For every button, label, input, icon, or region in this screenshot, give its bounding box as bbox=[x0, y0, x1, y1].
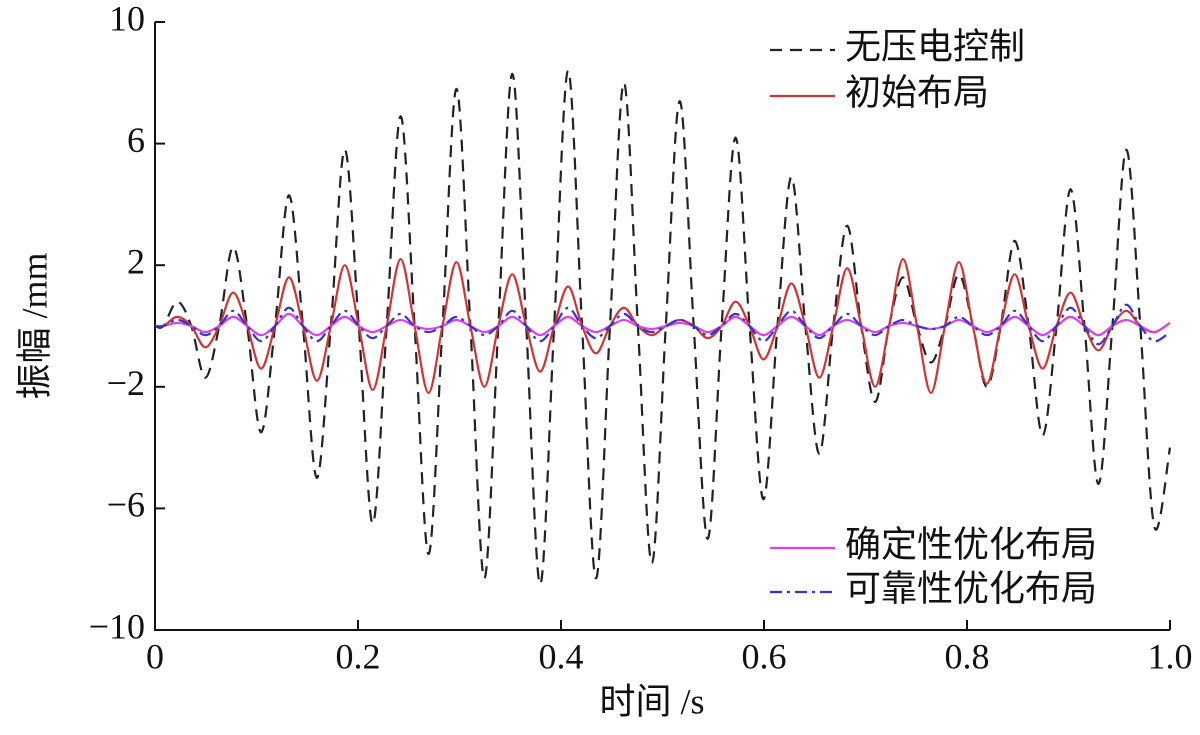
y-tick-label: −6 bbox=[107, 485, 145, 525]
x-tick-label: 0.6 bbox=[742, 636, 787, 676]
x-tick-label: 0 bbox=[146, 636, 164, 676]
y-tick-label: 10 bbox=[109, 0, 145, 38]
y-tick-label: 2 bbox=[127, 241, 145, 281]
line-series bbox=[154, 303, 1171, 346]
legend-label: 无压电控制 bbox=[845, 26, 1025, 66]
x-tick-label: 0.2 bbox=[336, 636, 381, 676]
x-axis-title: 时间 /s bbox=[599, 681, 704, 721]
y-tick-label: 6 bbox=[127, 120, 145, 160]
legend-label: 确定性优化布局 bbox=[845, 524, 1097, 564]
y-tick-label: −10 bbox=[89, 606, 145, 646]
y-tick-label: −2 bbox=[107, 363, 145, 403]
line-series bbox=[154, 258, 1171, 394]
x-tick-label: 0.8 bbox=[945, 636, 990, 676]
line-series bbox=[154, 69, 1172, 586]
legend-label: 初始布局 bbox=[845, 72, 989, 112]
x-tick-label: 1.0 bbox=[1148, 636, 1193, 676]
x-tick-label: 0.4 bbox=[539, 636, 584, 676]
legend-label: 可靠性优化布局 bbox=[845, 568, 1097, 608]
y-axis-title: 振幅 /mm bbox=[14, 252, 54, 399]
